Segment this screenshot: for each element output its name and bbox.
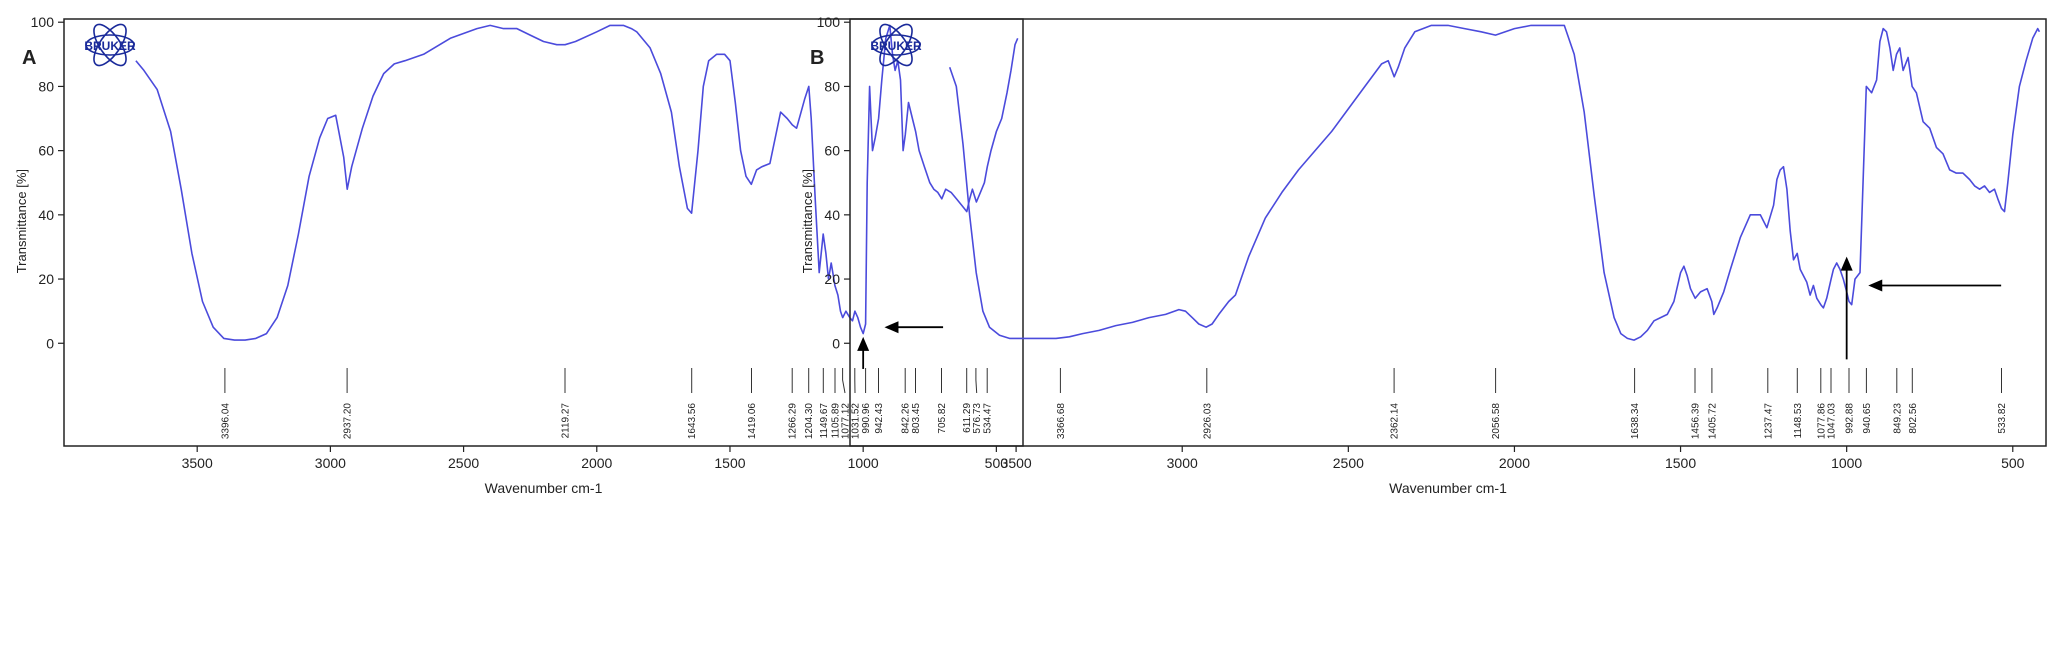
peak-label: 803.45 bbox=[911, 403, 922, 434]
logo-text: BRUKER bbox=[870, 39, 922, 53]
peak-label: 1405.72 bbox=[1707, 403, 1718, 440]
x-tick-label: 1500 bbox=[1665, 455, 1696, 471]
bruker-logo: BRUKER bbox=[84, 20, 136, 71]
y-tick-label: 0 bbox=[832, 335, 840, 351]
spectrum-line bbox=[950, 25, 2040, 340]
panel-label: B bbox=[810, 47, 824, 69]
arrow-up-head bbox=[1841, 257, 1853, 271]
peak-label: 1047.03 bbox=[1827, 403, 1838, 440]
y-tick-label: 40 bbox=[38, 207, 54, 223]
y-tick-label: 40 bbox=[824, 207, 840, 223]
peak-label: 802.56 bbox=[1908, 403, 1919, 434]
peak-label: 1638.34 bbox=[1630, 403, 1641, 440]
peak-label: 1456.39 bbox=[1691, 403, 1702, 440]
peak-label: 2937.20 bbox=[343, 403, 354, 440]
peak-label: 1419.06 bbox=[747, 403, 758, 440]
y-axis-label: Transmittance [%] bbox=[14, 169, 29, 273]
peak-label: 533.82 bbox=[1997, 403, 2008, 434]
peak-label: 3396.04 bbox=[220, 403, 231, 440]
y-axis-label: Transmittance [%] bbox=[800, 169, 815, 273]
bruker-logo: BRUKER bbox=[870, 20, 922, 71]
peak-marker bbox=[976, 368, 977, 393]
arrow-left-head bbox=[1868, 279, 1882, 291]
peak-marker bbox=[843, 368, 845, 393]
peak-label: 2362.14 bbox=[1390, 403, 1401, 440]
peak-label: 1204.30 bbox=[804, 403, 815, 440]
peak-label: 1149.67 bbox=[819, 403, 830, 439]
peak-label: 1148.53 bbox=[1793, 403, 1804, 439]
x-axis-label: Wavenumber cm-1 bbox=[485, 480, 603, 496]
x-tick-label: 3000 bbox=[1167, 455, 1198, 471]
peak-label: 942.43 bbox=[874, 403, 885, 434]
logo-text: BRUKER bbox=[84, 39, 136, 53]
y-tick-label: 80 bbox=[38, 78, 54, 94]
peak-label: 1266.29 bbox=[788, 403, 799, 440]
x-tick-label: 2000 bbox=[1499, 455, 1530, 471]
arrow-up-head bbox=[857, 337, 869, 351]
peak-label: 849.23 bbox=[1892, 403, 1903, 434]
y-tick-label: 20 bbox=[824, 271, 840, 287]
peak-label: 990.96 bbox=[861, 403, 872, 434]
x-axis-label: Wavenumber cm-1 bbox=[1389, 480, 1507, 496]
y-tick-label: 60 bbox=[824, 143, 840, 159]
x-tick-label: 500 bbox=[2001, 455, 2025, 471]
x-tick-label: 1000 bbox=[1831, 455, 1862, 471]
peak-label: 3366.68 bbox=[1056, 403, 1067, 440]
x-tick-label: 2500 bbox=[1333, 455, 1364, 471]
y-tick-label: 0 bbox=[46, 335, 54, 351]
y-tick-label: 100 bbox=[31, 14, 55, 30]
peak-label: 534.47 bbox=[983, 403, 994, 434]
peak-label: 1031.52 bbox=[851, 403, 862, 440]
spectrum-line bbox=[136, 25, 1018, 340]
y-tick-label: 80 bbox=[824, 78, 840, 94]
peak-label: 2056.58 bbox=[1491, 403, 1502, 440]
x-tick-label: 3500 bbox=[182, 455, 213, 471]
peak-label: 992.88 bbox=[1845, 403, 1856, 434]
x-tick-label: 3000 bbox=[315, 455, 346, 471]
peak-label: 576.73 bbox=[972, 403, 983, 434]
peak-label: 940.65 bbox=[1862, 403, 1873, 434]
peak-label: 1643.56 bbox=[687, 403, 698, 440]
x-tick-label: 1500 bbox=[714, 455, 745, 471]
x-tick-label: 2500 bbox=[448, 455, 479, 471]
x-tick-label: 2000 bbox=[581, 455, 612, 471]
peak-label: 705.82 bbox=[937, 403, 948, 434]
y-tick-label: 20 bbox=[38, 271, 54, 287]
peak-label: 2926.03 bbox=[1202, 403, 1213, 440]
x-tick-label: 3500 bbox=[1001, 455, 1032, 471]
peak-label: 2119.27 bbox=[561, 403, 572, 439]
panel-label: A bbox=[22, 47, 36, 69]
y-tick-label: 60 bbox=[38, 143, 54, 159]
peak-label: 1237.47 bbox=[1763, 403, 1774, 440]
plot-frame bbox=[64, 19, 1023, 446]
y-tick-label: 100 bbox=[817, 14, 841, 30]
arrow-left-head bbox=[884, 321, 898, 333]
x-tick-label: 1000 bbox=[848, 455, 879, 471]
